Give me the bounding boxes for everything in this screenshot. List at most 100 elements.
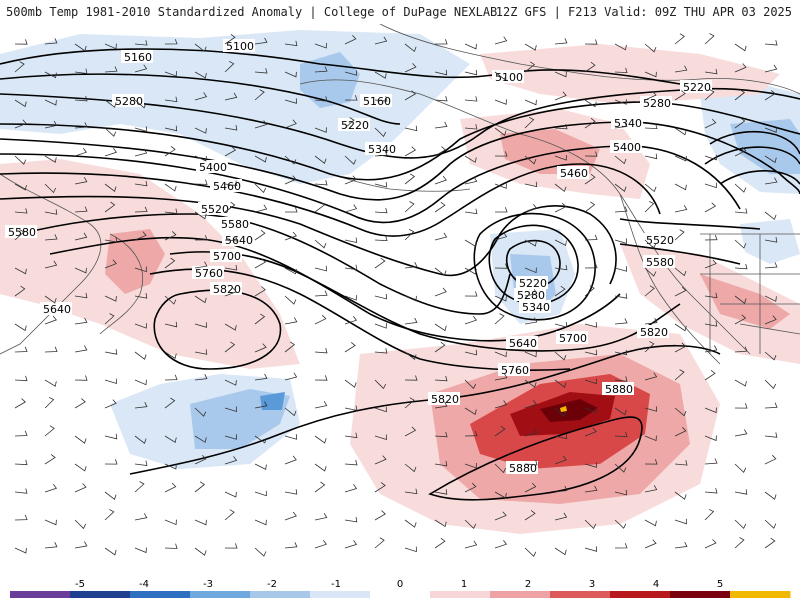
wind-barb: [14, 346, 28, 353]
wind-barb: [494, 151, 508, 157]
wind-barb: [644, 372, 658, 381]
wind-barb: [614, 266, 628, 272]
wind-barb: [704, 68, 718, 75]
wind-barb: [14, 267, 27, 275]
wind-barb: [524, 289, 538, 297]
contour-label: 5640: [225, 234, 253, 247]
wind-barb: [464, 155, 477, 163]
wind-barb: [14, 61, 25, 73]
wind-barb: [134, 64, 148, 73]
colorbar-tick-label: 2: [525, 579, 531, 590]
contour-5400: [0, 145, 741, 224]
wind-barb: [764, 40, 778, 46]
wind-barb: [194, 374, 208, 381]
wind-barb: [134, 148, 148, 157]
wind-barb: [764, 211, 777, 221]
wind-barb: [674, 460, 688, 466]
contour-label: 5820: [431, 393, 459, 406]
wind-barb: [254, 183, 267, 194]
wind-barb: [254, 463, 267, 471]
wind-barb: [734, 537, 745, 549]
wind-barb: [224, 379, 237, 386]
wind-barb: [44, 155, 57, 163]
wind-barb: [434, 121, 448, 129]
wind-barb: [524, 547, 537, 557]
contour-low-inner-3: [473, 212, 596, 321]
wind-barb: [764, 295, 777, 302]
wind-barb-layer: [14, 33, 778, 557]
colorbar-segment: [610, 591, 671, 598]
arctic-coastline: [379, 24, 800, 95]
wind-barb: [344, 315, 358, 325]
wind-barb: [285, 207, 298, 213]
wind-barb: [74, 519, 87, 530]
colorbar-segment: [70, 591, 131, 598]
wind-barb: [74, 398, 86, 409]
wind-barb: [434, 519, 447, 528]
map-canvas[interactable]: 5160 5100 5100 5220 5280 5160 5220 5280 …: [0, 24, 800, 577]
contour-label: 5160: [124, 51, 152, 64]
wind-barb: [614, 206, 628, 213]
wind-barb: [194, 547, 207, 556]
wind-barb: [524, 181, 538, 188]
wind-barb: [524, 351, 537, 358]
wind-barb: [554, 71, 567, 78]
wind-barb: [44, 38, 58, 45]
wind-barb: [254, 204, 268, 213]
contour-label: 5280: [643, 97, 671, 110]
wind-barb: [104, 491, 117, 500]
wind-barb: [314, 314, 327, 325]
wind-barb: [44, 315, 57, 325]
wind-barb: [344, 175, 357, 185]
wind-barb: [524, 43, 537, 51]
wind-barb: [584, 285, 595, 297]
contour-label: 5100: [495, 71, 523, 84]
contour-label: 5700: [559, 332, 587, 345]
japan-coastline: [99, 233, 144, 335]
wind-barb: [134, 231, 147, 241]
wind-barb: [14, 119, 27, 129]
wind-barb: [374, 537, 385, 549]
wind-barb: [644, 318, 658, 325]
contour-label: 5460: [560, 167, 588, 180]
wind-barb: [584, 117, 596, 129]
wind-barb: [434, 175, 447, 185]
wind-barb: [194, 349, 208, 355]
wind-barb: [734, 183, 747, 193]
contour-label: 5580: [646, 256, 674, 269]
wind-barb: [224, 201, 236, 213]
wind-barb: [254, 120, 268, 129]
wind-barb: [104, 201, 116, 213]
wind-barb: [614, 183, 627, 192]
wind-barb: [14, 514, 28, 521]
wind-barb: [524, 99, 537, 106]
wind-barb: [74, 232, 88, 241]
contour-label: 5340: [368, 143, 396, 156]
wind-barb: [134, 266, 147, 273]
wind-barb: [404, 146, 417, 157]
wind-barb: [224, 125, 238, 131]
wind-barb: [704, 154, 717, 161]
wind-barb: [374, 181, 388, 188]
wind-barb: [404, 463, 417, 473]
map-panel[interactable]: 5160 5100 5100 5220 5280 5160 5220 5280 …: [0, 24, 800, 577]
wind-barb: [404, 426, 417, 437]
wind-barb: [314, 179, 328, 186]
wind-barb: [434, 537, 446, 549]
colorbar-tick-label: 5: [717, 579, 723, 590]
wind-barb: [74, 95, 88, 102]
wind-barb: [14, 208, 28, 214]
wind-barb: [284, 407, 297, 417]
wind-barb: [344, 379, 357, 388]
wind-barb: [374, 150, 388, 157]
wind-barb: [614, 519, 627, 529]
wind-barb: [614, 376, 628, 382]
wind-barb: [734, 519, 747, 529]
wind-barb: [224, 92, 238, 101]
wind-barb: [44, 209, 58, 215]
wind-barb: [164, 374, 178, 381]
wind-barb: [164, 183, 177, 192]
map-header: 500mb Temp 1981-2010 Standardized Anomal…: [0, 0, 800, 24]
wind-barb: [254, 373, 268, 381]
wind-barb: [134, 351, 147, 360]
